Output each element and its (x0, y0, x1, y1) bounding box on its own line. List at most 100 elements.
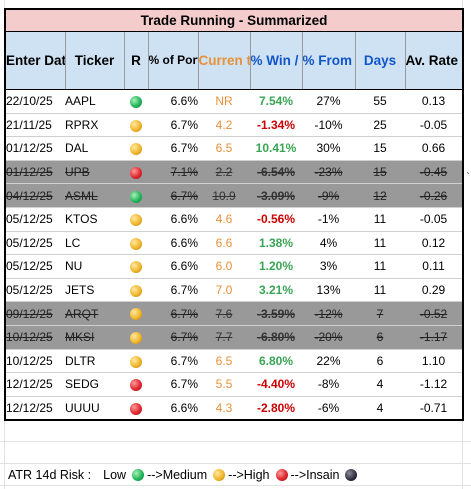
table-row[interactable]: 05/12/25 KTOS 6.6% 4.6 -0.56% -1% 11 -0.05 (5, 207, 464, 232)
cell-pct-win-loss[interactable]: -6.54% (250, 160, 302, 185)
cell-av-rate[interactable]: -0.05 (405, 113, 464, 138)
cell-pct-from-target[interactable]: 13% (302, 278, 355, 303)
cell-enter-date[interactable]: 01/12/25 (5, 136, 65, 161)
cell-ticker[interactable]: ARQT (65, 301, 124, 326)
cell-pct-win-loss[interactable]: 10.41% (250, 136, 302, 161)
cell-pct-portfolio[interactable]: 6.7% (148, 278, 198, 303)
cell-ticker[interactable]: JETS (65, 278, 124, 303)
cell-ticker[interactable]: UUUU (65, 401, 100, 416)
cell-ticker[interactable]: ASML (65, 183, 124, 208)
table-row[interactable]: 12/12/25 SEDG 6.7% 5.5 -4.40% -8% 4 -1.12 (5, 372, 464, 397)
table-row[interactable]: 01/12/25 UPB 7.1% 2.2 -6.54% -23% 15 -0.45 (5, 160, 464, 185)
cell-pct-portfolio[interactable]: 7.1% (148, 160, 198, 185)
cell-enter-date[interactable]: 22/10/25 (5, 89, 65, 114)
header-enter-date[interactable]: Enter Date (5, 31, 66, 90)
cell-av-rate[interactable]: 0.12 (405, 231, 464, 256)
cell-av-rate[interactable]: 1.10 (405, 349, 464, 374)
header-pct-from-target[interactable]: % From Target (302, 31, 356, 90)
cell-current-rr[interactable]: 10.9 (198, 183, 250, 208)
table-row[interactable]: 10/12/25 MKSI 6.7% 7.7 -6.80% -20% 6 -1.17 (5, 325, 464, 350)
cell-days[interactable]: 55 (355, 89, 405, 114)
cell-days[interactable]: 11 (355, 207, 405, 232)
cell-enter-date[interactable]: 05/12/25 (5, 278, 65, 303)
cell-pct-portfolio[interactable]: 6.7% (148, 325, 198, 350)
cell-pct-from-target[interactable]: -8% (302, 372, 355, 397)
cell-enter-date[interactable]: 05/12/25 (5, 231, 65, 256)
cell-pct-win-loss[interactable]: -6.80% (250, 325, 302, 350)
table-row[interactable]: 09/12/25 ARQT 6.7% 7.6 -3.59% -12% 7 -0.52 (5, 301, 464, 326)
cell-days[interactable]: 15 (355, 136, 405, 161)
cell-current-rr[interactable]: 6.6 (198, 231, 250, 256)
cell-pct-from-target[interactable]: 30% (302, 136, 355, 161)
cell-pct-from-target[interactable]: -9% (302, 183, 355, 208)
cell-current-rr[interactable]: 4.2 (198, 113, 250, 138)
cell-current-rr[interactable]: 6.5 (198, 349, 250, 374)
cell-risk[interactable] (124, 278, 148, 303)
cell-pct-win-loss[interactable]: 7.54% (250, 89, 302, 114)
table-row[interactable]: 12/12/25 UUUU 6.6% 4.3 -2.80% -6% 4 -0.71 (5, 396, 463, 420)
header-pct-portfolio[interactable]: % of Portfolio (148, 31, 199, 90)
cell-days[interactable]: 7 (355, 301, 405, 326)
cell-ticker[interactable]: DLTR (65, 349, 124, 374)
cell-pct-portfolio[interactable]: 6.7% (148, 349, 198, 374)
cell-pct-from-target[interactable]: 4% (302, 231, 355, 256)
table-row[interactable]: 01/12/25 DAL 6.7% 6.5 10.41% 30% 15 0.66 (5, 136, 464, 161)
cell-pct-portfolio[interactable]: 6.7% (148, 372, 198, 397)
cell-ticker[interactable]: UPB (65, 160, 124, 185)
cell-current-rr[interactable]: 7.6 (198, 301, 250, 326)
cell-ticker[interactable]: DAL (65, 136, 124, 161)
cell-days[interactable]: 11 (355, 231, 405, 256)
cell-enter-date[interactable]: 21/11/25 (5, 113, 65, 138)
cell-current-rr[interactable]: 4.6 (198, 207, 250, 232)
cell-pct-portfolio[interactable]: 6.7% (148, 301, 198, 326)
cell-risk[interactable] (124, 349, 148, 374)
cell-days[interactable]: 15 (355, 160, 405, 185)
cell-pct-from-target[interactable]: -10% (302, 113, 355, 138)
cell-av-rate[interactable]: -0.45 (405, 160, 464, 185)
cell-current-rr[interactable]: 6.0 (198, 254, 250, 279)
cell-pct-win-loss[interactable]: 1.38% (250, 231, 302, 256)
cell-days[interactable]: 6 (355, 349, 405, 374)
cell-risk[interactable] (124, 372, 148, 397)
cell-pct-from-target[interactable]: -6% (317, 401, 340, 416)
cell-av-rate[interactable]: -1.17 (405, 325, 464, 350)
cell-pct-portfolio[interactable]: 6.7% (148, 136, 198, 161)
cell-pct-win-loss[interactable]: 1.20% (250, 254, 302, 279)
cell-days[interactable]: 4 (355, 372, 405, 397)
cell-pct-portfolio[interactable]: 6.7% (148, 183, 198, 208)
cell-pct-from-target[interactable]: -12% (302, 301, 355, 326)
cell-enter-date[interactable]: 04/12/25 (5, 183, 65, 208)
cell-risk[interactable] (124, 325, 148, 350)
cell-ticker[interactable]: LC (65, 231, 124, 256)
cell-av-rate[interactable]: 0.66 (405, 136, 464, 161)
table-row[interactable]: 05/12/25 NU 6.6% 6.0 1.20% 3% 11 0.11 (5, 254, 464, 279)
table-row[interactable]: 04/12/25 ASML 6.7% 10.9 -3.09% -9% 12 -0.26 (5, 183, 464, 208)
header-risk[interactable]: R (124, 31, 149, 90)
cell-pct-portfolio[interactable]: 6.6% (148, 207, 198, 232)
cell-risk[interactable] (124, 207, 148, 232)
cell-risk[interactable] (124, 254, 148, 279)
header-av-rate[interactable]: Av. Rate %/d (405, 31, 464, 90)
cell-current-rr[interactable]: 4.3 (215, 401, 233, 416)
cell-days[interactable]: 6 (355, 325, 405, 350)
cell-pct-from-target[interactable]: 22% (302, 349, 355, 374)
header-days[interactable]: Days (355, 31, 406, 90)
cell-risk[interactable] (124, 160, 148, 185)
cell-av-rate[interactable]: -0.26 (405, 183, 464, 208)
cell-risk[interactable] (124, 231, 148, 256)
cell-enter-date[interactable]: 10/12/25 (5, 325, 65, 350)
cell-enter-date[interactable]: 05/12/25 (5, 254, 65, 279)
cell-pct-win-loss[interactable]: -2.80% (256, 401, 296, 416)
cell-enter-date[interactable]: 12/12/25 (5, 372, 65, 397)
cell-current-rr[interactable]: 5.5 (198, 372, 250, 397)
cell-av-rate[interactable]: -1.12 (405, 372, 464, 397)
table-row[interactable]: 10/12/25 DLTR 6.7% 6.5 6.80% 22% 6 1.10 (5, 349, 464, 374)
cell-current-rr[interactable]: NR (198, 89, 250, 114)
cell-ticker[interactable]: KTOS (65, 207, 124, 232)
cell-av-rate[interactable]: 0.11 (405, 254, 464, 279)
cell-av-rate[interactable]: 0.29 (405, 278, 464, 303)
cell-enter-date[interactable]: 05/12/25 (5, 207, 65, 232)
table-row[interactable]: 05/12/25 LC 6.6% 6.6 1.38% 4% 11 0.12 (5, 231, 464, 256)
table-row[interactable]: 22/10/25 AAPL 6.6% NR 7.54% 27% 55 0.13 (5, 89, 464, 114)
cell-pct-from-target[interactable]: -1% (302, 207, 355, 232)
